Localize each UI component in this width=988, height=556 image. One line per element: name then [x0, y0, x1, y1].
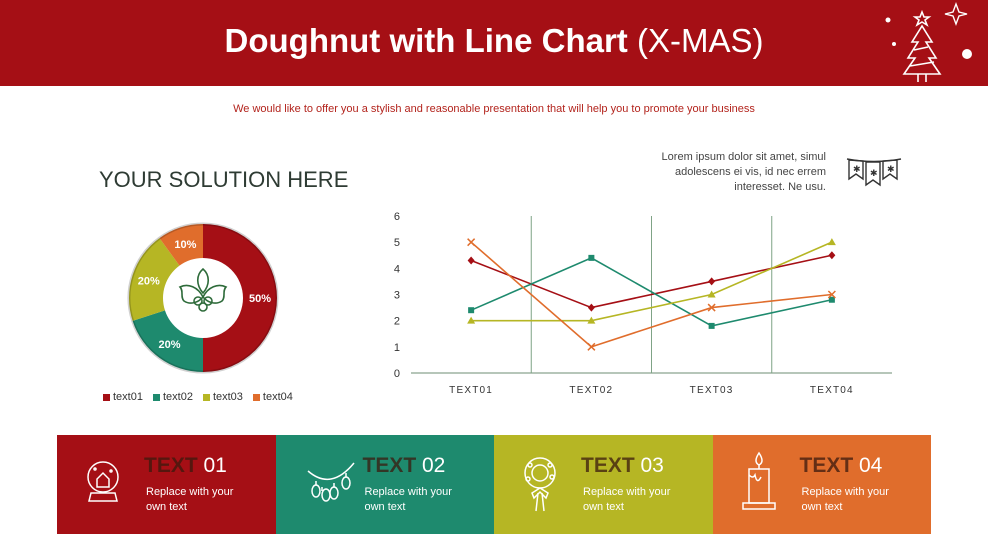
doughnut-chart: 50% 20% 20% 10%: [127, 222, 279, 374]
y-tick-label: 6: [394, 211, 400, 223]
series-line-4: [470, 241, 832, 348]
x-tick-label: TEXT04: [810, 385, 854, 396]
series-4-point: [587, 342, 596, 351]
box-1-title-word: TEXT: [144, 454, 198, 477]
doughnut-slice-edge: [127, 236, 161, 322]
text-box-3: TEXT 03 Replace with your own text: [494, 435, 713, 534]
christmas-tree-icon: [885, 2, 972, 82]
series-2-point: [468, 307, 475, 314]
series-3-point: [587, 316, 596, 324]
legend-label: text03: [212, 391, 243, 403]
box-1-body: Replace with your own text: [146, 486, 234, 513]
y-tick-label: 4: [394, 263, 400, 275]
series-2-point: [828, 296, 835, 303]
doughnut-label: 50%: [249, 293, 271, 305]
section-title: YOUR SOLUTION HERE: [99, 167, 349, 192]
y-tick-label: 2: [394, 316, 400, 328]
box-1-title: TEXT 01: [144, 454, 227, 478]
text-box-4: TEXT 04 Replace with your own text: [712, 435, 931, 534]
series-1-point: [587, 303, 595, 312]
y-tick-label: 0: [394, 368, 400, 380]
legend-swatch: [103, 393, 110, 401]
doughnut-slice-edge: [158, 222, 204, 240]
series-2-point: [708, 322, 715, 329]
box-3-title: TEXT 03: [581, 454, 664, 478]
y-tick-label: 1: [394, 342, 400, 354]
holly-icon: [178, 267, 228, 312]
page-title: Doughnut with Line Chart (X-MAS): [0, 22, 988, 60]
doughnut-label: 10%: [174, 239, 196, 251]
box-4-title-num: 04: [853, 454, 883, 477]
series-2-point: [588, 254, 595, 261]
bunting-icon: ✱ ✱ ✱: [846, 158, 902, 187]
box-3-title-num: 03: [634, 454, 664, 477]
box-2-title-word: TEXT: [362, 454, 417, 477]
series-line-3: [471, 241, 833, 322]
doughnut-legend: text01 text02 text03 text04: [103, 391, 293, 403]
x-tick-label: TEXT03: [690, 385, 734, 396]
legend-label: text04: [262, 391, 293, 403]
box-3-title-word: TEXT: [581, 454, 635, 477]
box-2-title-num: 02: [416, 454, 446, 477]
christmas-lights-icon: [307, 462, 355, 502]
legend-item: text01: [103, 391, 143, 403]
series-4-point: [467, 238, 476, 247]
series-line-2: [470, 256, 833, 327]
text-boxes: TEXT 01 Replace with your own text TEXT …: [57, 435, 931, 534]
doughnut-slice-edge: [202, 222, 279, 374]
legend-item: text03: [202, 391, 243, 403]
y-tick-label: 3: [394, 290, 400, 302]
series-4-point: [707, 303, 716, 312]
title-main: Doughnut with Line Chart: [224, 22, 628, 59]
box-4-title-word: TEXT: [799, 454, 854, 477]
legend-label: text02: [162, 391, 193, 403]
legend-item: text04: [252, 391, 293, 403]
doughnut-label: 20%: [138, 275, 160, 287]
series-1-point: [828, 251, 836, 260]
x-tick-label: TEXT01: [449, 385, 493, 396]
doughnut-slice-text01: [203, 224, 277, 372]
line-chart: 0 1 2 3 4 5 6 TEXT01 TEXT02 TEXT03 TEXT04: [394, 211, 892, 396]
legend-swatch: [152, 393, 160, 401]
doughnut-slice-text03: [129, 238, 180, 321]
x-tick-label: TEXT02: [569, 385, 613, 396]
y-tick-label: 5: [394, 237, 400, 249]
series-4-point: [827, 290, 836, 299]
legend-item: text02: [152, 391, 193, 403]
svg-text:✱: ✱: [870, 168, 878, 178]
page-subtitle: We would like to offer you a stylish and…: [233, 103, 755, 115]
title-suffix: (X-MAS): [627, 22, 764, 59]
legend-label: text01: [113, 391, 143, 403]
svg-text:✱: ✱: [887, 164, 895, 174]
doughnut-slice-text02: [132, 310, 203, 372]
series-3-point: [707, 290, 716, 298]
snow-globe-icon: [87, 461, 119, 502]
box-4-body: Replace with your own text: [801, 486, 889, 513]
text-box-1: TEXT 01 Replace with your own text: [57, 435, 276, 534]
series-1-point: [467, 256, 475, 265]
candle-icon: [741, 451, 776, 510]
lorem-text: Lorem ipsum dolor sit amet, simul adoles…: [661, 151, 826, 193]
box-1-title-num: 01: [197, 454, 227, 477]
legend-swatch: [252, 393, 260, 401]
text-box-2: TEXT 02 Replace with your own text: [275, 435, 494, 534]
doughnut-label: 20%: [158, 339, 180, 351]
box-4-title: TEXT 04: [800, 454, 883, 478]
svg-text:✱: ✱: [853, 164, 861, 174]
box-3-body: Replace with your own text: [583, 486, 671, 513]
legend-swatch: [202, 393, 210, 401]
box-2-title: TEXT 02: [363, 454, 446, 478]
doughnut-slice-edge: [131, 320, 204, 374]
header-bar: [0, 0, 988, 86]
box-2-body: Replace with your own text: [364, 486, 452, 513]
series-3-point: [827, 238, 836, 246]
series-3-point: [467, 316, 476, 324]
doughnut-slice-text04: [159, 224, 203, 266]
series-1-point: [708, 277, 716, 286]
wreath-icon: [524, 457, 556, 512]
